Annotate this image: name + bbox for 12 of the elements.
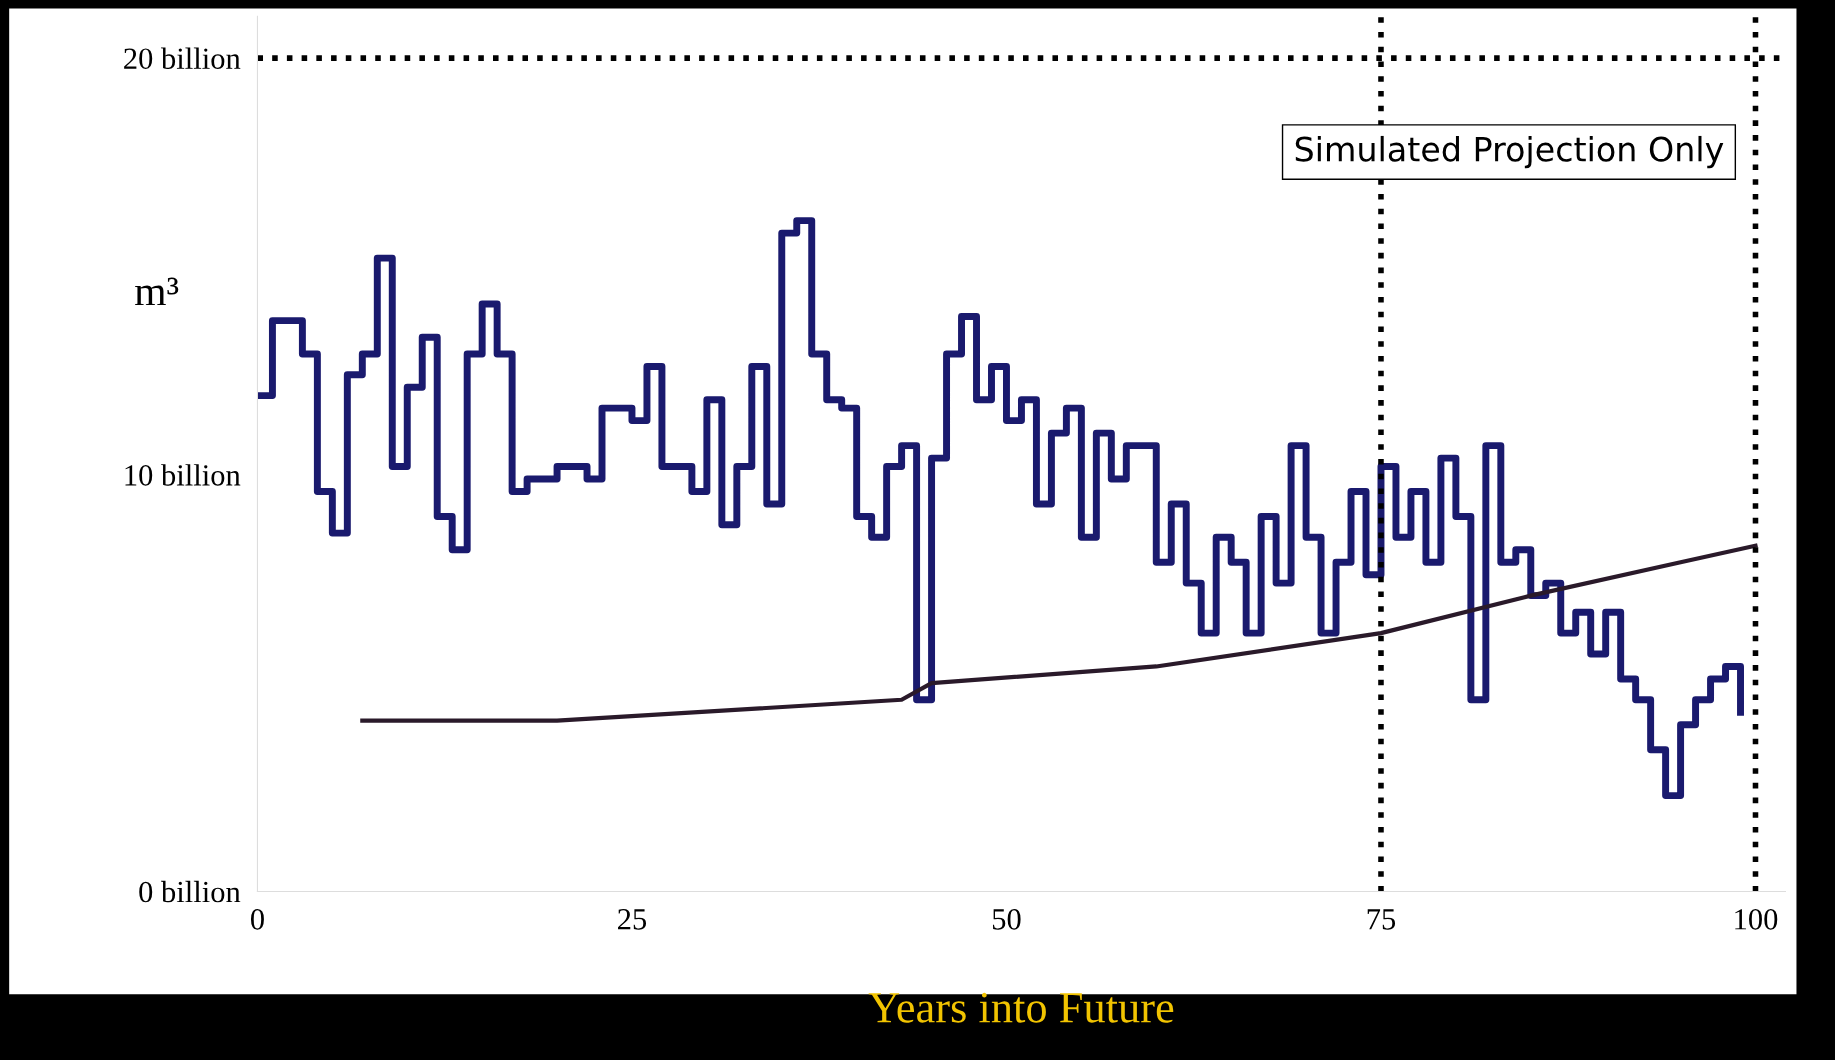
annotation: Simulated Projection Only — [1295, 135, 1724, 169]
line-series — [360, 543, 1758, 723]
x-tick-label: 50 — [992, 909, 1021, 930]
x-tick-label: 25 — [618, 909, 647, 930]
y-tick-label: 20 billion — [124, 47, 241, 69]
y-tick-label: 10 billion — [125, 464, 241, 486]
y-tick-label: 0 billion — [139, 880, 241, 903]
x-tick-label: 0 — [250, 909, 264, 930]
x-tick-label: 75 — [1367, 909, 1396, 930]
x-axis-title: Years into Future — [868, 992, 1174, 1023]
x-tick-label: 100 — [1735, 909, 1778, 930]
y-axis-title: m³ — [135, 277, 179, 306]
